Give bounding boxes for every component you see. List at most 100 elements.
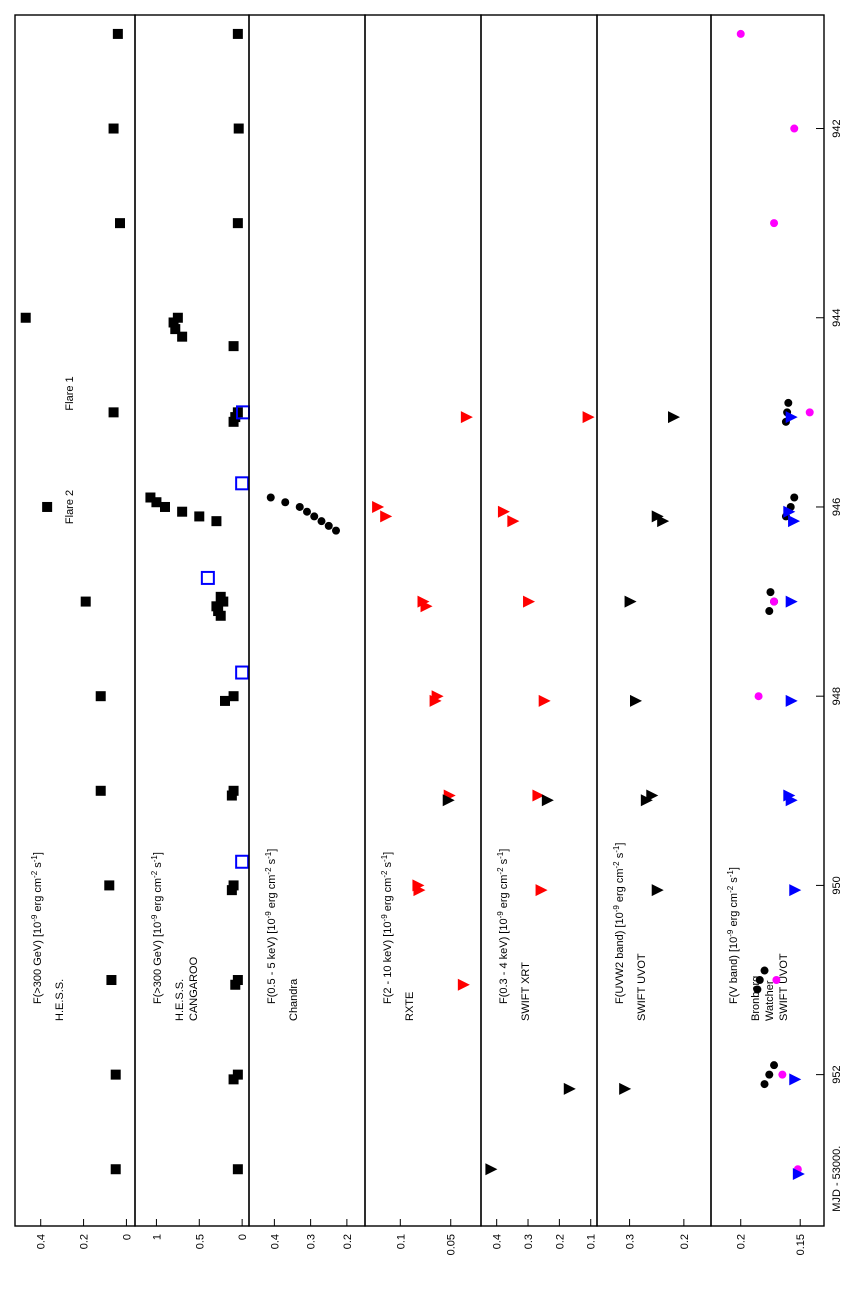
legend-entry: H.E.S.S. (54, 979, 66, 1021)
data-point (754, 692, 763, 701)
data-point (770, 1061, 779, 1070)
panels-group: 0.4 0.2 0 F(>300 GeV) [10-9 erg cm-2 s-1] H.… (14, 14, 825, 1255)
data-point (765, 607, 774, 616)
data-point (110, 1164, 121, 1175)
panel-5: 0.4 0.3 0.2 0.1 F(0.3 - 4 keV) [10-9 erg cm-… (480, 14, 598, 1249)
data-point (789, 1073, 802, 1086)
x-tick-label: 950 (831, 876, 843, 894)
data-point (788, 515, 801, 528)
x-tick-label: 942 (831, 119, 843, 137)
x-axis: 942 944 946 948 950 952 MJD - 53000. (816, 119, 843, 1212)
data-point (235, 476, 250, 491)
data-point (372, 500, 385, 513)
data-point (523, 595, 536, 608)
data-point (266, 493, 275, 502)
y-tick-label: 0 (237, 1234, 249, 1240)
data-point (507, 515, 520, 528)
y-axis-label: F(>300 GeV) [10-9 erg cm-2 s-1] (30, 852, 45, 1004)
y-tick-label: 0.1 (586, 1234, 598, 1249)
data-point (220, 695, 230, 706)
data-point (324, 521, 333, 530)
data-point (760, 1080, 769, 1089)
data-point (233, 123, 244, 134)
x-tick-label: 948 (831, 687, 843, 705)
data-point (420, 600, 433, 613)
data-point (785, 595, 798, 608)
data-point (755, 976, 764, 985)
annotation-label: Flare 2 (64, 490, 76, 524)
data-point (668, 411, 680, 424)
y-tick-label: 0.2 (79, 1234, 91, 1249)
data-point (619, 1082, 632, 1095)
panel-frame (248, 14, 366, 1227)
panel-3: 0.4 0.3 0.2 F(0.5 - 5 keV) [10-9 erg cm-2 s… (248, 14, 366, 1249)
legend-entry: SWIFT XRT (520, 962, 532, 1021)
y-axis-label: F(V band) [10-9 erg cm-2 s-1] (726, 867, 741, 1004)
data-point (413, 884, 426, 897)
legend-entry: H.E.S.S. (174, 979, 186, 1021)
y-tick-label: 0.05 (446, 1234, 458, 1255)
panel-frame (710, 14, 825, 1227)
data-point (460, 411, 473, 424)
y-tick-label: 0.5 (194, 1234, 206, 1249)
y-tick-label: 0.2 (342, 1234, 354, 1249)
data-point (317, 517, 326, 526)
data-point (785, 411, 798, 424)
y-tick-label: 0.3 (523, 1234, 535, 1249)
data-point (200, 570, 215, 585)
y-axis-label: F(>300 GeV) [10-9 erg cm-2 s-1] (150, 852, 165, 1004)
data-point (535, 884, 548, 897)
data-point (104, 880, 115, 891)
data-point (110, 1069, 121, 1080)
data-point (736, 29, 745, 38)
data-point (151, 497, 162, 508)
data-point (232, 218, 243, 229)
data-point (640, 794, 653, 807)
x-tick-label: 946 (831, 498, 843, 516)
y-axis-label: F(0.3 - 4 keV) [10-9 erg cm-2 s-1] (496, 849, 511, 1004)
panel-frame (134, 14, 250, 1227)
data-point (429, 694, 442, 707)
data-point (42, 501, 53, 512)
data-point (20, 312, 31, 323)
data-point (630, 694, 642, 707)
data-point (805, 408, 814, 417)
data-point (772, 976, 781, 985)
legend-entry: CANGAROO (188, 956, 200, 1021)
data-point (106, 975, 117, 986)
data-point (115, 218, 125, 229)
legend-entry: RXTE (404, 992, 416, 1021)
y-tick-label: 0.4 (269, 1234, 281, 1249)
data-point (194, 511, 205, 522)
data-point (332, 526, 340, 535)
data-point (784, 398, 793, 407)
data-point (228, 341, 239, 352)
data-point (563, 1082, 576, 1095)
data-point (108, 123, 119, 134)
y-tick-label: 0.2 (554, 1234, 566, 1249)
data-point (218, 596, 229, 607)
legend-entry: Chandra (288, 978, 300, 1021)
data-point (281, 498, 290, 507)
data-point (228, 1074, 239, 1085)
data-point (228, 416, 239, 427)
data-point (95, 785, 106, 796)
data-point (168, 317, 179, 328)
data-point (310, 512, 319, 521)
data-point (228, 691, 239, 702)
panel-frame (480, 14, 598, 1227)
data-point (108, 407, 119, 418)
data-point (177, 331, 188, 342)
data-point (95, 691, 106, 702)
data-point (215, 610, 226, 621)
data-point (657, 515, 670, 528)
data-point (770, 597, 779, 606)
data-point (235, 854, 250, 869)
data-point (232, 1164, 243, 1175)
y-tick-label: 0.2 (679, 1234, 691, 1249)
data-point (80, 596, 91, 607)
data-point (532, 789, 545, 802)
y-tick-label: 0.3 (625, 1234, 637, 1249)
data-point (792, 1167, 805, 1180)
